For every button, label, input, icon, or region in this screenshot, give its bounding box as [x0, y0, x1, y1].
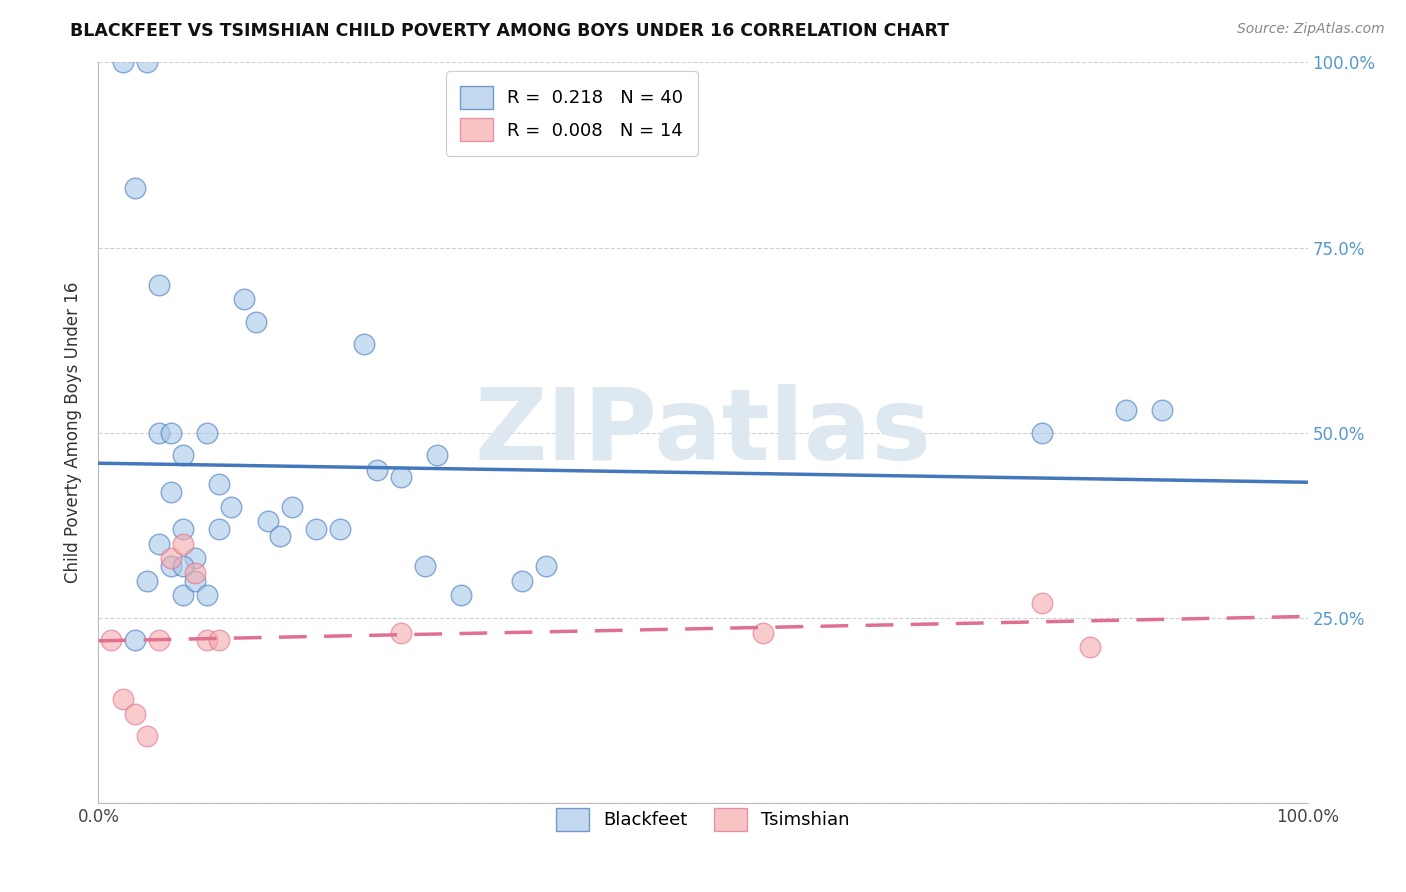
- Point: [148, 536, 170, 550]
- Point: [426, 448, 449, 462]
- Point: [510, 574, 533, 588]
- Point: [1152, 403, 1174, 417]
- Point: [256, 515, 278, 529]
- Point: [172, 558, 194, 573]
- Point: [172, 448, 194, 462]
- Point: [135, 55, 157, 70]
- Point: [124, 181, 146, 195]
- Point: [172, 536, 194, 550]
- Point: [450, 589, 472, 603]
- Text: BLACKFEET VS TSIMSHIAN CHILD POVERTY AMONG BOYS UNDER 16 CORRELATION CHART: BLACKFEET VS TSIMSHIAN CHILD POVERTY AMO…: [70, 22, 949, 40]
- Point: [1078, 640, 1101, 655]
- Point: [389, 625, 412, 640]
- Y-axis label: Child Poverty Among Boys Under 16: Child Poverty Among Boys Under 16: [65, 282, 83, 583]
- Point: [1115, 403, 1137, 417]
- Point: [184, 566, 207, 581]
- Point: [148, 632, 170, 647]
- Point: [172, 589, 194, 603]
- Point: [208, 522, 231, 536]
- Point: [111, 55, 134, 70]
- Point: [534, 558, 557, 573]
- Point: [100, 632, 122, 647]
- Point: [135, 574, 157, 588]
- Text: Source: ZipAtlas.com: Source: ZipAtlas.com: [1237, 22, 1385, 37]
- Point: [221, 500, 243, 514]
- Point: [245, 314, 267, 328]
- Point: [366, 462, 388, 476]
- Point: [305, 522, 328, 536]
- Legend: Blackfeet, Tsimshian: Blackfeet, Tsimshian: [548, 800, 858, 838]
- Point: [208, 632, 231, 647]
- Point: [160, 558, 183, 573]
- Point: [1031, 425, 1053, 440]
- Point: [172, 522, 194, 536]
- Point: [232, 293, 254, 307]
- Point: [353, 336, 375, 351]
- Point: [752, 625, 775, 640]
- Point: [124, 706, 146, 721]
- Point: [124, 632, 146, 647]
- Point: [329, 522, 352, 536]
- Point: [281, 500, 304, 514]
- Point: [184, 551, 207, 566]
- Text: ZIPatlas: ZIPatlas: [475, 384, 931, 481]
- Point: [269, 529, 291, 543]
- Point: [135, 729, 157, 743]
- Point: [413, 558, 436, 573]
- Point: [160, 484, 183, 499]
- Point: [111, 692, 134, 706]
- Point: [148, 425, 170, 440]
- Point: [195, 632, 218, 647]
- Point: [195, 425, 218, 440]
- Point: [1031, 596, 1053, 610]
- Point: [148, 277, 170, 292]
- Point: [208, 477, 231, 491]
- Point: [160, 425, 183, 440]
- Point: [389, 470, 412, 484]
- Point: [195, 589, 218, 603]
- Point: [160, 551, 183, 566]
- Point: [184, 574, 207, 588]
